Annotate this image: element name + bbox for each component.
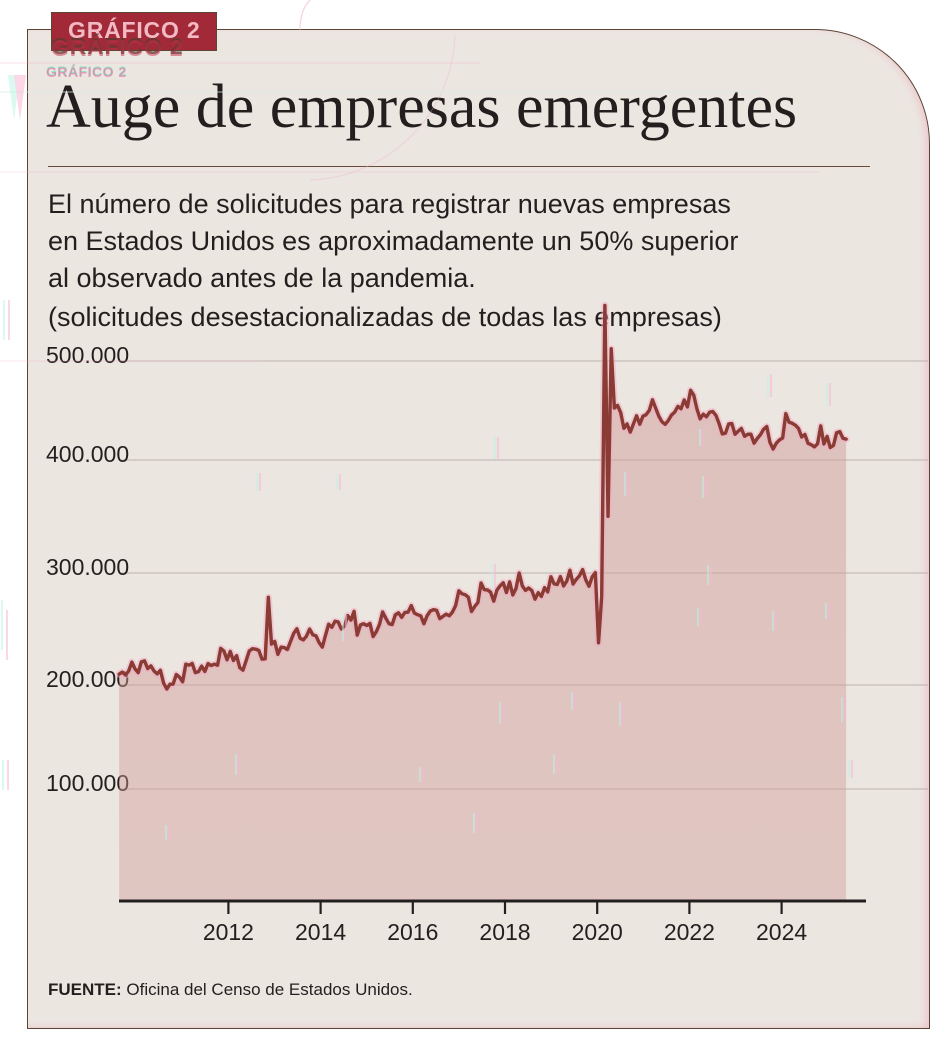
svg-text:2020: 2020 bbox=[572, 919, 623, 945]
svg-text:200.000: 200.000 bbox=[46, 666, 129, 692]
svg-text:2016: 2016 bbox=[387, 919, 438, 945]
svg-text:100.000: 100.000 bbox=[46, 770, 129, 796]
svg-text:500.000: 500.000 bbox=[46, 342, 129, 368]
svg-text:300.000: 300.000 bbox=[46, 554, 129, 580]
svg-text:2024: 2024 bbox=[756, 919, 807, 945]
svg-text:400.000: 400.000 bbox=[46, 441, 129, 467]
svg-text:2012: 2012 bbox=[203, 919, 254, 945]
svg-text:2018: 2018 bbox=[479, 919, 530, 945]
svg-text:2014: 2014 bbox=[295, 919, 346, 945]
svg-text:2022: 2022 bbox=[664, 919, 715, 945]
